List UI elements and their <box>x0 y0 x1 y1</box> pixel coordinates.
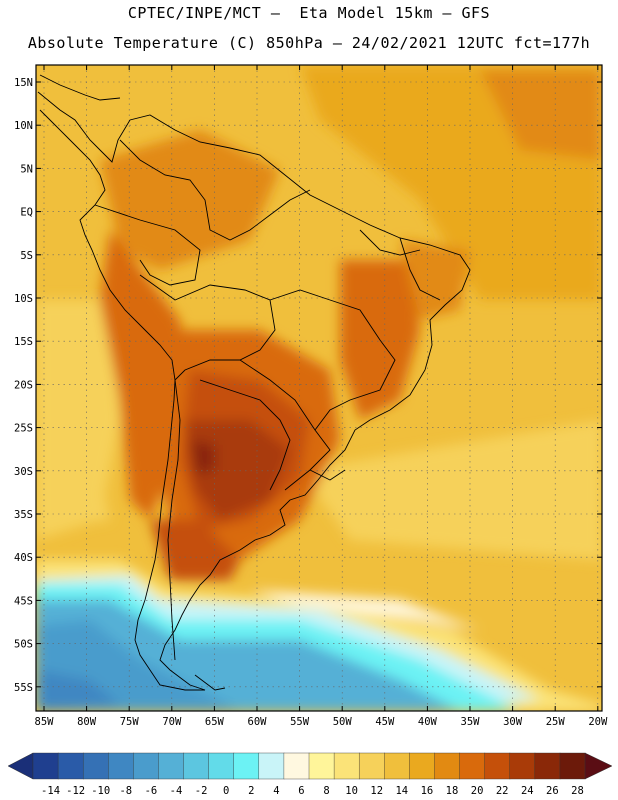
colorbar-label: 2 <box>248 785 254 797</box>
lat-tick-label: 10N <box>14 120 33 132</box>
lat-tick-label: EQ <box>20 207 33 219</box>
colorbar-swatch <box>459 752 486 780</box>
lon-tick-label: 75W <box>120 716 140 728</box>
colorbar-label: 0 <box>223 785 229 797</box>
lat-tick-label: 5S <box>20 250 33 262</box>
lat-tick-label: 5N <box>20 163 33 175</box>
colorbar-swatch <box>358 752 385 780</box>
colorbar-swatch <box>409 752 435 780</box>
colorbar-swatch <box>434 752 461 780</box>
lat-tick-label: 10S <box>14 293 33 305</box>
lon-tick-label: 65W <box>205 716 225 728</box>
colorbar-label: 26 <box>546 785 559 797</box>
colorbar-min-arrow <box>7 752 34 780</box>
lat-tick-label: 45S <box>14 595 33 607</box>
colorbar-swatch <box>333 752 360 780</box>
colorbar-label: 8 <box>323 785 329 797</box>
colorbar-swatch <box>534 752 561 780</box>
lon-tick-label: 40W <box>418 716 438 728</box>
colorbar-label: 22 <box>496 785 509 797</box>
colorbar-label: 20 <box>471 785 484 797</box>
colorbar-swatch <box>258 752 285 780</box>
colorbar: -14 -12 -10 -8 -6 -4 -2 0 2 4 6 8 10 12 14 16 18 20 22 24 26… <box>7 752 613 797</box>
colorbar-label: 16 <box>421 785 434 797</box>
chart-title-line-2: Absolute Temperature (C) 850hPa – 24/02/… <box>27 34 591 52</box>
lon-tick-label: 70W <box>162 716 182 728</box>
lon-tick-label: 25W <box>546 716 566 728</box>
graticule <box>36 65 602 711</box>
colorbar-max-arrow <box>584 752 613 780</box>
colorbar-swatch <box>108 752 134 780</box>
colorbar-label: 4 <box>273 785 279 797</box>
colorbar-swatch <box>57 752 84 780</box>
lon-tick-label: 55W <box>290 716 310 728</box>
axes: 15N 10N 5N EQ 5S 10S 15S 20S 25S 30S 35S 40S 45S 50S 5… <box>14 65 608 728</box>
colorbar-swatch <box>133 752 159 780</box>
lat-tick-label: 30S <box>14 466 33 478</box>
colorbar-label: -8 <box>119 785 132 797</box>
colorbar-label: -14 <box>41 785 60 797</box>
colorbar-label: 28 <box>571 785 584 797</box>
lat-tick-label: 40S <box>14 552 33 564</box>
chart-title-line-1: CPTEC/INPE/MCT – Eta Model 15km – GFS <box>127 4 491 22</box>
colorbar-swatch <box>32 752 59 780</box>
temperature-field <box>36 65 602 711</box>
lat-tick-label: 55S <box>14 682 33 694</box>
lat-tick-label: 25S <box>14 423 33 435</box>
lat-tick-label: 50S <box>14 639 33 651</box>
colorbar-label: -10 <box>91 785 110 797</box>
colorbar-swatch <box>308 752 335 780</box>
colorbar-swatch <box>509 752 536 780</box>
colorbar-swatch <box>183 752 210 780</box>
colorbar-label: -2 <box>195 785 208 797</box>
lon-tick-label: 50W <box>333 716 353 728</box>
colorbar-label: 14 <box>395 785 408 797</box>
colorbar-swatch <box>208 752 235 780</box>
lat-tick-label: 15S <box>14 336 33 348</box>
lon-tick-label: 45W <box>375 716 395 728</box>
colorbar-label: -6 <box>145 785 158 797</box>
colorbar-swatch <box>82 752 109 780</box>
colorbar-swatch <box>559 752 586 780</box>
coastlines-and-borders <box>37 74 471 691</box>
lon-tick-label: 35W <box>461 716 481 728</box>
colorbar-swatch <box>283 752 310 780</box>
colorbar-label: 6 <box>298 785 304 797</box>
lon-tick-label: 85W <box>35 716 55 728</box>
lon-tick-label: 20W <box>588 716 608 728</box>
map-frame <box>35 64 603 712</box>
colorbar-label: -4 <box>170 785 183 797</box>
lon-tick-label: 60W <box>248 716 268 728</box>
colorbar-label: 10 <box>345 785 358 797</box>
colorbar-swatch <box>484 752 511 780</box>
colorbar-swatch <box>233 752 260 780</box>
lon-tick-label: 30W <box>503 716 523 728</box>
colorbar-label: 24 <box>521 785 534 797</box>
lat-tick-label: 35S <box>14 509 33 521</box>
lat-tick-label: 20S <box>14 379 33 391</box>
colorbar-swatch <box>158 752 185 780</box>
colorbar-label: 12 <box>370 785 383 797</box>
colorbar-label: -12 <box>66 785 85 797</box>
lat-tick-label: 15N <box>14 77 33 89</box>
lon-tick-label: 80W <box>77 716 97 728</box>
colorbar-swatch <box>384 752 410 780</box>
colorbar-label: 18 <box>446 785 459 797</box>
